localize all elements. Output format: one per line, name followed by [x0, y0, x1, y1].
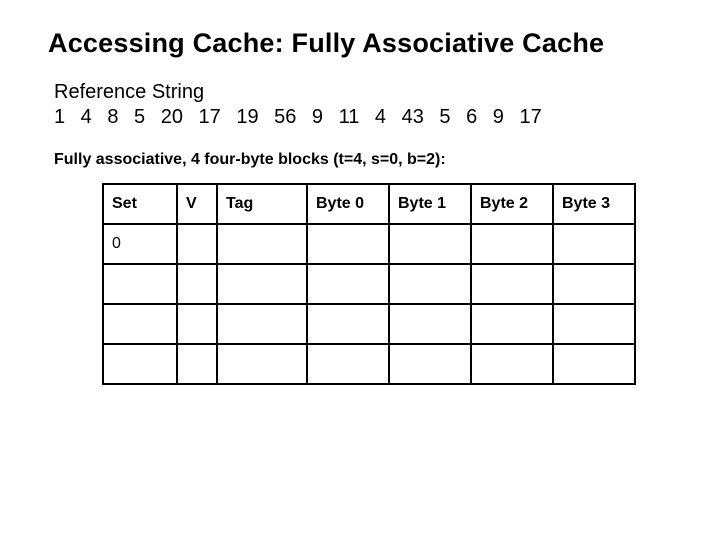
- table-row: [103, 304, 635, 344]
- cell-v: [177, 344, 217, 384]
- col-header-tag: Tag: [217, 184, 307, 224]
- cell-byte3: [553, 344, 635, 384]
- cell-byte2: [471, 304, 553, 344]
- col-header-set: Set: [103, 184, 177, 224]
- cell-tag: [217, 224, 307, 264]
- cell-byte1: [389, 304, 471, 344]
- cell-v: [177, 304, 217, 344]
- cell-set: [103, 304, 177, 344]
- cell-byte0: [307, 264, 389, 304]
- cell-byte2: [471, 344, 553, 384]
- cell-byte3: [553, 224, 635, 264]
- col-header-byte3: Byte 3: [553, 184, 635, 224]
- cell-byte0: [307, 304, 389, 344]
- table-row: [103, 264, 635, 304]
- cell-tag: [217, 344, 307, 384]
- reference-string-label: Reference String: [54, 81, 680, 104]
- cell-tag: [217, 264, 307, 304]
- cell-byte2: [471, 264, 553, 304]
- reference-string-values: 1 4 8 5 20 17 19 56 9 11 4 43 5 6 9 17: [54, 106, 680, 129]
- table-header-row: Set V Tag Byte 0 Byte 1 Byte 2 Byte 3: [103, 184, 635, 224]
- cell-byte3: [553, 264, 635, 304]
- cell-v: [177, 264, 217, 304]
- cache-table-wrap: Set V Tag Byte 0 Byte 1 Byte 2 Byte 3 0: [102, 183, 680, 385]
- cell-byte1: [389, 344, 471, 384]
- cell-set: [103, 344, 177, 384]
- cell-tag: [217, 304, 307, 344]
- cell-byte0: [307, 224, 389, 264]
- table-row: [103, 344, 635, 384]
- cache-config-subtitle: Fully associative, 4 four-byte blocks (t…: [54, 151, 680, 169]
- cell-set: 0: [103, 224, 177, 264]
- cell-byte1: [389, 224, 471, 264]
- table-row: 0: [103, 224, 635, 264]
- col-header-byte1: Byte 1: [389, 184, 471, 224]
- col-header-byte0: Byte 0: [307, 184, 389, 224]
- cache-table: Set V Tag Byte 0 Byte 1 Byte 2 Byte 3 0: [102, 183, 636, 385]
- cell-byte0: [307, 344, 389, 384]
- slide: Accessing Cache: Fully Associative Cache…: [0, 0, 720, 405]
- cell-byte2: [471, 224, 553, 264]
- cell-v: [177, 224, 217, 264]
- col-header-v: V: [177, 184, 217, 224]
- col-header-byte2: Byte 2: [471, 184, 553, 224]
- cell-byte1: [389, 264, 471, 304]
- slide-title: Accessing Cache: Fully Associative Cache: [48, 28, 680, 59]
- cell-byte3: [553, 304, 635, 344]
- cell-set: [103, 264, 177, 304]
